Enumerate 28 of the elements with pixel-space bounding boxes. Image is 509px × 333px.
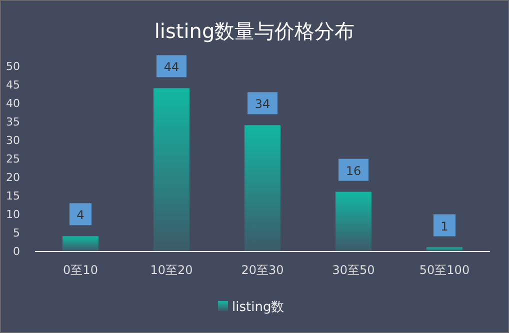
x-tick-label: 10至20: [150, 263, 193, 277]
y-tick-label: 30: [6, 134, 20, 147]
bar: [336, 192, 372, 251]
y-tick-label: 0: [13, 245, 20, 258]
y-tick-label: 35: [6, 116, 20, 128]
y-tick-label: 50: [6, 60, 20, 73]
x-tick-label: 0至10: [63, 263, 98, 277]
data-label: 34: [254, 97, 270, 112]
bar: [426, 247, 462, 251]
y-tick-label: 20: [6, 171, 20, 184]
x-tick-label: 50至100: [419, 263, 470, 277]
data-label: 44: [164, 60, 180, 74]
bar: [154, 88, 190, 251]
y-tick-label: 40: [6, 97, 20, 110]
data-label: 16: [346, 164, 362, 178]
bar: [244, 125, 280, 251]
data-label: 1: [440, 219, 448, 234]
data-label: 4: [76, 208, 84, 222]
legend-label: listing数: [232, 300, 284, 315]
x-tick-label: 20至30: [241, 263, 284, 277]
x-tick-label: 30至50: [332, 263, 375, 277]
y-tick-label: 45: [6, 78, 20, 92]
bar: [62, 236, 98, 251]
y-tick-label: 25: [6, 152, 20, 166]
y-tick-label: 15: [6, 190, 20, 202]
y-tick-label: 10: [6, 208, 20, 221]
y-tick-label: 5: [13, 226, 20, 240]
chart-title: listing数量与价格分布: [154, 19, 355, 43]
